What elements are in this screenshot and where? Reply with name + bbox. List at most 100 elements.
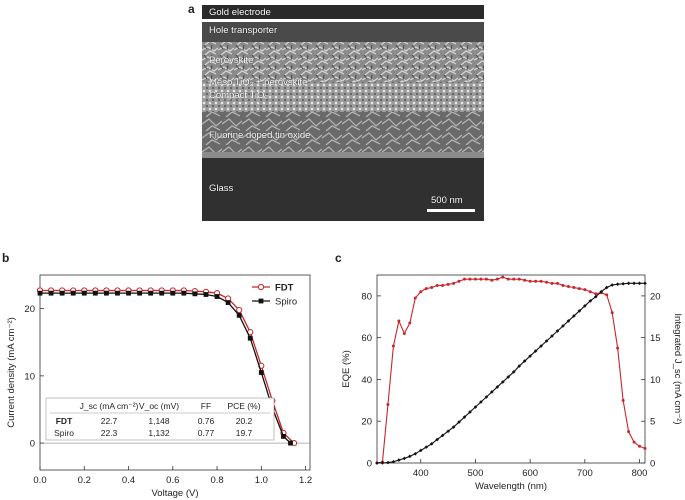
jsc-point [583,304,587,308]
eqe-point [632,440,636,444]
eqe-chart: 400 500 600 700 80002040608005101520Waveleng… [341,274,683,492]
jsc-point [402,456,407,461]
label-compact-tio2: Compact TiO₂ [209,90,269,101]
x-tick-label: 0.6 [166,475,179,486]
eqe-point [501,275,505,279]
y-tick-label: 0 [30,439,35,450]
eqe-point [594,292,598,296]
plot-frame [39,274,311,471]
meso-layer [202,82,484,112]
eqe-point [523,278,527,282]
jsc-point [561,324,565,328]
eqe-point [572,286,576,290]
jsc-point [380,461,385,465]
eqe-point [446,282,450,286]
y2-tick-label: 15 [650,333,661,344]
y-axis-label: Current density (mA cm⁻²) [6,317,17,428]
hole-transport-layer [202,22,484,42]
label-glass: Glass [209,183,234,194]
eqe-point [550,281,554,285]
fdt-point [236,306,243,314]
jsc-point [550,334,554,338]
jsc-point [435,437,439,442]
perovskite-layer [202,42,484,82]
gold-layer [202,5,484,19]
eqe-point [484,277,488,281]
legend-marker [258,298,264,304]
eqe-curve [376,276,646,464]
spiro-point [181,290,187,296]
x-tick-label: 500 [468,468,484,479]
table-cell: 0.76 [198,416,215,426]
jsc-point [440,433,445,438]
spiro-point [137,290,142,296]
jsc-point [413,452,418,456]
eqe-point [391,344,395,348]
scale-bar-label: 500 nm [431,195,463,206]
spiro-point [92,290,98,296]
jsc-point [610,283,614,287]
jsc-point [500,380,505,384]
jsc-point [479,400,483,404]
eqe-point [430,286,434,290]
eqe-point [506,277,510,281]
x-axis-label: Wavelength (nm) [475,481,547,492]
jsc-point [533,349,538,353]
y-axis-label: EQE (%) [341,350,352,387]
spiro-point [247,335,253,341]
eqe-point [588,290,592,294]
x-tick-label: 700 [577,468,593,479]
spiro-point [288,440,293,446]
jsc-point [577,309,582,313]
eqe-point [408,321,412,325]
jsc-point [408,454,412,459]
spiro-point [203,292,209,297]
eqe-point [495,277,499,281]
jsc-point [490,390,494,394]
jsc-point [626,281,631,286]
label-fto: Fluorine doped tin oxide [209,130,311,141]
eqe-point [643,446,647,450]
eqe-point [605,293,609,297]
y-tick-label: 10 [24,371,35,382]
legend-label: Spiro [275,297,297,308]
jsc-point [621,281,625,286]
table-header-cell: V_oc (mV) [139,401,179,411]
eqe-point [545,280,549,284]
label-meso-tio2: Meso TiO₂ + perovskite [209,77,308,88]
jsc-point [528,354,532,358]
jsc-point [397,458,401,462]
y2-tick-label: 20 [650,291,661,302]
eqe-point [397,319,401,323]
y-tick-label: 0 [367,459,372,470]
eqe-point [424,287,428,291]
table-cell: Spiro [54,428,74,438]
spiro-point [148,290,154,296]
y2-tick-label: 5 [650,417,655,428]
legend-label: FDT [275,283,294,294]
spiro-point [159,290,165,296]
jsc-point [615,282,620,286]
spiro-point [115,290,120,296]
eqe-point [452,281,456,285]
y2-tick-label: 10 [650,375,661,386]
x-tick-label: 1.0 [255,475,268,486]
scale-bar [427,209,475,212]
eqe-point [616,346,620,350]
sem-micrograph: Gold electrode Hole transporter Perovski… [202,5,484,221]
panel-letter-c: c [335,251,342,265]
eqe-point [512,277,516,281]
table-header-cell: J_sc (mA cm⁻²) [80,401,139,411]
x-tick-label: 800 [632,468,648,479]
jsc-point [468,410,472,414]
eqe-point [419,290,423,294]
eqe-point [479,277,483,281]
x-tick-label: 600 [522,468,538,479]
jsc-point [457,420,461,424]
jsc-point [375,461,379,465]
eqe-point [566,284,570,288]
table-cell: 19.7 [236,428,253,438]
eqe-point [528,279,532,283]
x-tick-label: 400 [413,468,429,479]
eqe-point [539,279,543,283]
